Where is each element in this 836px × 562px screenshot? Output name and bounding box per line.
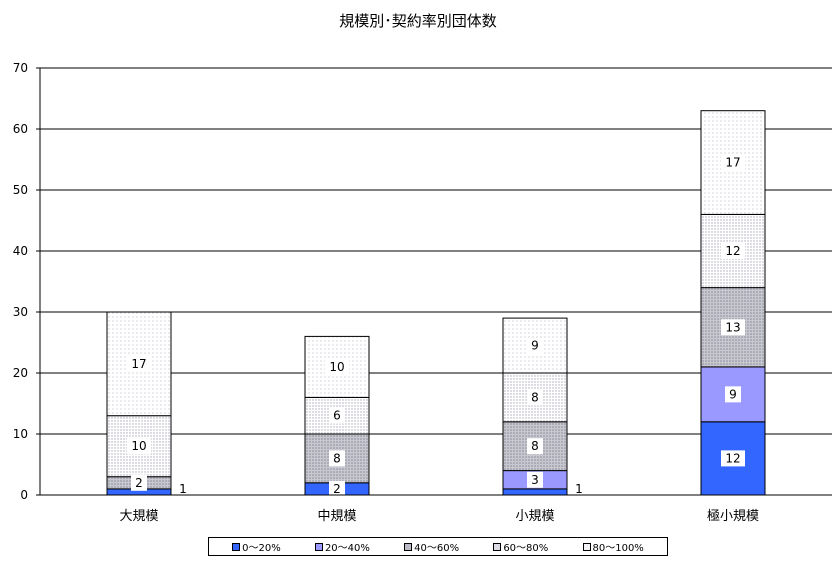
data-label: 9 — [729, 387, 737, 401]
y-tick-label: 50 — [13, 183, 28, 197]
y-tick-label: 30 — [13, 305, 28, 319]
data-label-bg — [329, 450, 345, 467]
legend-swatch — [314, 542, 323, 551]
legend-item: 60～80% — [493, 539, 548, 554]
data-label-bg — [131, 474, 147, 491]
data-label: 10 — [131, 439, 146, 453]
y-tick-label: 40 — [13, 244, 28, 258]
data-label-bg — [325, 358, 349, 375]
data-label-bg — [721, 243, 745, 259]
data-label-bg — [725, 386, 741, 403]
x-tick-label: 中規模 — [317, 509, 356, 524]
legend-swatch — [404, 542, 413, 551]
data-label: 17 — [725, 156, 740, 170]
data-label: 13 — [725, 320, 740, 334]
data-label-bg — [721, 450, 745, 467]
legend-label: 20～40% — [324, 543, 370, 554]
legend-item: 0～20% — [232, 539, 281, 554]
data-label-bg — [329, 407, 345, 424]
data-label-bg — [527, 438, 543, 455]
data-label-bg — [721, 154, 745, 171]
chart-title: 規模別･契約率別団体数 — [339, 12, 497, 30]
x-tick-label: 極小規模 — [707, 508, 759, 524]
data-label-bg — [127, 355, 151, 372]
y-tick-label: 70 — [13, 61, 28, 75]
legend: 0～20% 20～40% 40～60% 60～80% 80～100% — [208, 537, 668, 556]
data-label: 2 — [333, 482, 341, 496]
data-label: 3 — [531, 473, 539, 487]
data-label: 6 — [333, 409, 341, 423]
data-label-bg — [527, 337, 543, 354]
x-tick-label: 小規模 — [515, 509, 554, 524]
y-tick-label: 60 — [13, 122, 28, 136]
data-label: 17 — [131, 357, 146, 371]
data-label: 2 — [135, 476, 143, 490]
x-tick-label: 大規模 — [119, 509, 158, 524]
data-label: 1 — [179, 482, 187, 496]
bar-segment — [502, 488, 568, 496]
data-label-bg — [127, 438, 151, 455]
y-tick-label: 0 — [20, 488, 28, 502]
data-label: 12 — [725, 244, 740, 258]
data-label: 8 — [333, 451, 341, 465]
data-label-bg — [527, 471, 543, 488]
y-tick-label: 10 — [13, 427, 28, 441]
data-label-bg — [329, 480, 345, 497]
data-label: 8 — [531, 390, 539, 404]
data-label-bg — [527, 389, 543, 406]
data-label: 1 — [575, 482, 583, 496]
legend-item: 20～40% — [314, 539, 370, 554]
legend-label: 60～80% — [503, 543, 549, 554]
data-label: 12 — [725, 451, 740, 465]
data-label: 10 — [329, 360, 344, 374]
legend-swatch — [232, 542, 241, 551]
y-tick-label: 20 — [13, 366, 28, 380]
legend-label: 40～60% — [414, 543, 460, 554]
legend-swatch — [582, 542, 591, 551]
legend-label: 0～20% — [242, 543, 281, 554]
legend-swatch — [493, 542, 502, 551]
legend-label: 80～100% — [592, 543, 644, 554]
data-label: 9 — [531, 339, 539, 353]
legend-item: 40～60% — [404, 539, 459, 554]
legend-item: 80～100% — [582, 539, 644, 554]
data-label-bg — [721, 319, 745, 336]
data-label: 8 — [531, 439, 539, 453]
